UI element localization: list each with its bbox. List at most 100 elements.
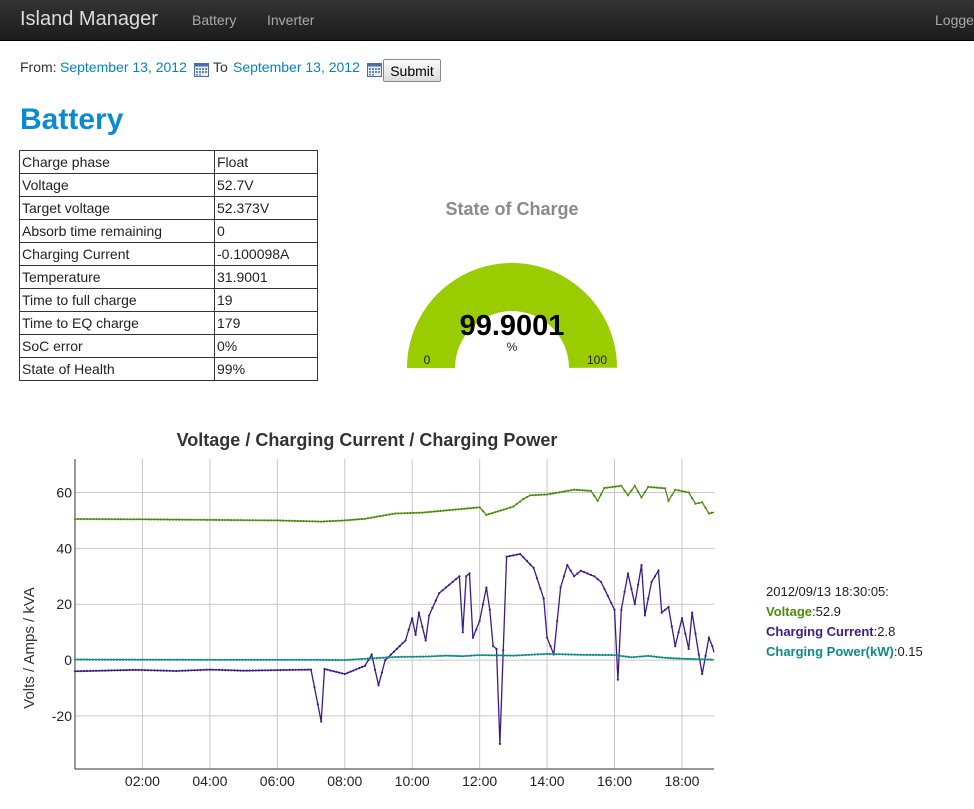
data-point — [401, 642, 404, 645]
submit-button[interactable]: Submit — [383, 59, 441, 82]
data-point — [677, 489, 680, 492]
data-point — [190, 669, 193, 672]
data-point — [430, 655, 433, 658]
data-point — [546, 652, 549, 655]
data-point — [257, 669, 260, 672]
data-point — [305, 520, 308, 523]
data-point — [687, 491, 690, 494]
data-point — [686, 657, 689, 660]
data-point — [667, 605, 670, 609]
app-brand[interactable]: Island Manager — [20, 8, 158, 30]
data-point — [181, 658, 184, 661]
data-point — [144, 518, 147, 521]
field-label: Charging Current — [19, 242, 215, 266]
chart-title: Voltage / Charging Current / Charging Po… — [177, 430, 558, 450]
data-point — [370, 516, 373, 519]
field-value: 0 — [214, 219, 318, 243]
data-point — [397, 512, 400, 515]
data-point — [178, 658, 181, 661]
data-point — [184, 658, 187, 661]
data-point — [418, 655, 421, 658]
calendar-icon[interactable] — [194, 63, 209, 77]
data-point — [469, 507, 472, 510]
data-point — [454, 578, 458, 581]
data-point — [159, 669, 162, 672]
data-point — [205, 518, 208, 521]
data-point — [320, 520, 323, 523]
data-point — [377, 684, 380, 687]
data-point — [264, 519, 267, 522]
data-point — [199, 668, 202, 672]
data-point — [277, 658, 280, 661]
table-row: Charging Current -0.100098A — [19, 242, 318, 266]
data-point — [125, 669, 128, 672]
data-point — [478, 506, 481, 509]
calendar-icon[interactable] — [367, 63, 382, 77]
data-point — [441, 589, 444, 592]
data-point — [697, 653, 700, 656]
data-point — [666, 656, 670, 660]
data-point — [151, 658, 154, 661]
data-point — [478, 619, 481, 623]
nav-battery[interactable]: Battery — [192, 12, 237, 28]
from-date-link[interactable]: September 13, 2012 — [60, 59, 187, 75]
data-point — [521, 654, 524, 657]
data-point — [640, 564, 643, 567]
data-point — [100, 658, 104, 661]
data-point — [704, 654, 707, 657]
data-point — [223, 658, 226, 661]
data-point — [270, 519, 273, 522]
data-point — [502, 649, 505, 652]
data-point — [273, 519, 276, 522]
data-point — [202, 668, 205, 671]
nav-logged-in[interactable]: Logge — [935, 12, 974, 28]
x-tick-label: 08:00 — [327, 773, 362, 789]
data-point — [576, 653, 579, 656]
data-point — [536, 653, 540, 656]
data-point — [230, 669, 233, 672]
data-point — [217, 658, 220, 661]
data-point — [458, 575, 461, 578]
data-point — [140, 668, 143, 672]
data-point — [411, 617, 414, 620]
data-point — [372, 657, 375, 660]
data-point — [224, 669, 227, 672]
data-point — [684, 490, 687, 493]
data-point — [701, 501, 704, 504]
x-tick-label: 06:00 — [260, 773, 295, 789]
battery-status-table: Charge phase Float Voltage 52.7V Target volt… — [19, 150, 318, 381]
gauge-value: 99.9001 — [460, 310, 565, 342]
data-point — [171, 669, 175, 672]
data-point — [640, 496, 643, 499]
data-point — [596, 499, 599, 502]
data-point — [115, 658, 119, 661]
data-point — [624, 655, 627, 658]
to-date-link[interactable]: September 13, 2012 — [233, 59, 360, 75]
data-point — [439, 509, 442, 512]
data-point — [616, 654, 619, 657]
data-point — [552, 653, 555, 656]
data-point — [391, 656, 394, 659]
data-point — [119, 518, 123, 521]
data-point — [122, 669, 125, 672]
data-point — [133, 658, 136, 661]
data-point — [288, 668, 291, 671]
data-point — [593, 494, 596, 497]
data-point — [239, 519, 242, 522]
data-point — [448, 509, 451, 512]
data-point — [361, 517, 364, 521]
nav-inverter[interactable]: Inverter — [267, 12, 315, 28]
data-point — [567, 489, 570, 492]
data-point — [172, 658, 175, 661]
data-point — [119, 669, 122, 672]
y-tick-label: 60 — [56, 485, 72, 501]
field-label: Target voltage — [19, 196, 215, 220]
data-point — [260, 669, 264, 672]
data-point — [451, 580, 454, 583]
data-point — [214, 668, 218, 671]
data-point — [518, 654, 521, 657]
data-point — [627, 655, 630, 658]
data-point — [537, 493, 540, 496]
field-value: 179 — [214, 311, 318, 335]
data-point — [637, 583, 640, 586]
